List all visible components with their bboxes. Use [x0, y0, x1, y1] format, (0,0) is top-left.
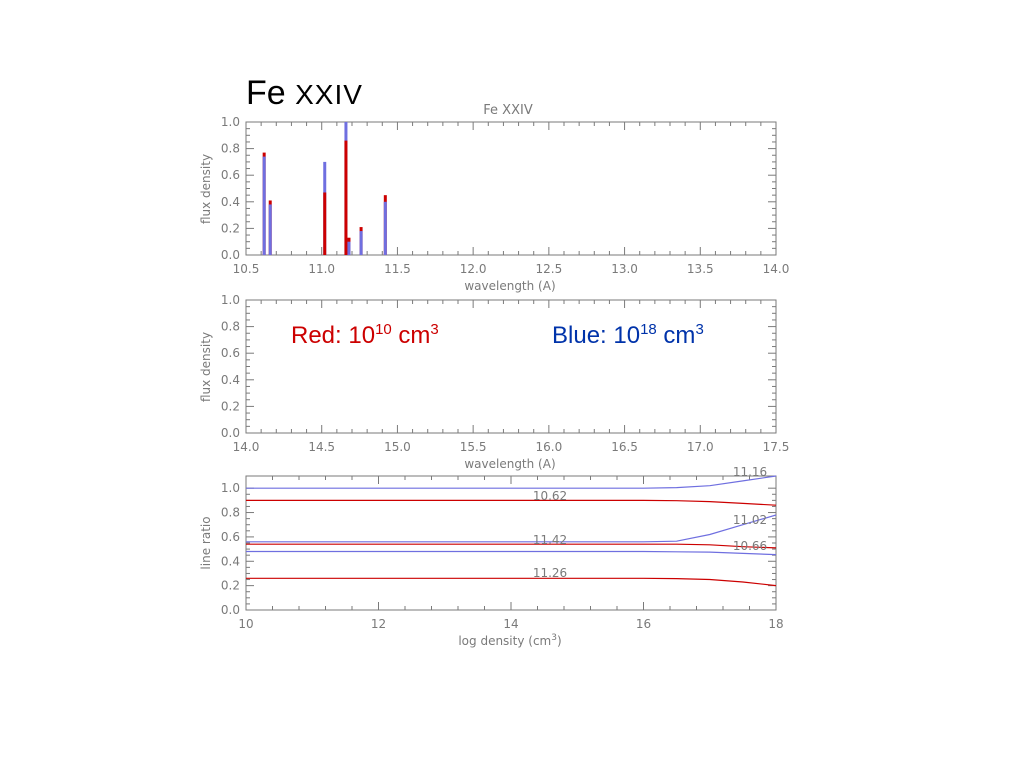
- x-ticks: 14.0 14.5 15.0 15.5 16.0 16.5 17.0 17.5: [233, 300, 790, 454]
- bar-blue: [347, 241, 351, 255]
- legend-red-exp: 10: [375, 321, 392, 338]
- line-ratio-panel: 0.0 0.2 0.4 0.6 0.8 1.0 10 12 14 16 18 11.16 10.62…: [199, 465, 784, 648]
- x-tick-label: 16: [636, 617, 651, 631]
- ratio-line-label: 11.16: [733, 465, 767, 479]
- y-tick-label: 0.6: [221, 346, 240, 360]
- x-tick-label: 10.5: [233, 262, 260, 276]
- ratio-line-red: [246, 543, 777, 549]
- y-tick-label: 0.4: [221, 554, 240, 568]
- x-tick-label: 12.5: [535, 262, 562, 276]
- bars: [262, 122, 387, 255]
- bar-red: [323, 192, 327, 255]
- x-tick-label: 12: [371, 617, 386, 631]
- x-tick-label: 11.0: [308, 262, 335, 276]
- ratio-line-label: 10.66: [733, 539, 767, 553]
- ratio-line-red: [246, 499, 777, 506]
- plot-frame: [245, 299, 777, 434]
- x-tick-label: 13.5: [687, 262, 714, 276]
- legend-blue-exp: 18: [640, 321, 657, 338]
- spectrum-panel-2: 0.00.20.40.60.81.0 14.0 14.5 15.0 15.5 16.0 1…: [199, 293, 789, 471]
- legend-blue: Blue: 1018 cm3: [552, 321, 704, 349]
- bar-blue: [383, 201, 387, 255]
- y-tick-label: 0.6: [221, 530, 240, 544]
- x-tick-label: 15.0: [384, 440, 411, 454]
- y-tick-label: 0.4: [221, 373, 240, 387]
- legend-red-unit: cm: [392, 322, 431, 349]
- x-axis-label: wavelength (A): [464, 457, 555, 471]
- y-tick-label: 0.8: [221, 142, 240, 156]
- slide-title-main: Fe: [246, 74, 296, 112]
- chart-title: Fe XXIV: [483, 103, 533, 118]
- legend-red-prefix: Red: 10: [291, 322, 375, 349]
- y-axis-label: flux density: [199, 332, 213, 402]
- ratio-line-label: 11.42: [533, 533, 567, 547]
- ratio-line-blue: [246, 514, 777, 543]
- plot-frame: [245, 475, 777, 611]
- x-tick-label: 17.5: [763, 440, 790, 454]
- ratio-line-blue: [246, 550, 777, 556]
- ratio-line-label: 11.02: [733, 513, 767, 527]
- legend-red: Red: 1010 cm3: [291, 321, 439, 349]
- x-ticks: 10.5 11.0 11.5 12.0 12.5 13.0 13.5 14.0: [233, 122, 790, 276]
- y-tick-label: 1.0: [221, 481, 240, 495]
- x-tick-label: 11.5: [384, 262, 411, 276]
- y-tick-label: 0.0: [221, 248, 240, 262]
- ratio-line-label: 10.62: [533, 489, 567, 503]
- y-tick-label: 0.0: [221, 426, 240, 440]
- x-tick-label: 14.0: [233, 440, 260, 454]
- ratio-line-label: 11.26: [533, 566, 567, 580]
- spectrum-panel-1: Fe XXIV 0.00.20.40.60.81.0 10.5 11.0 11.5 1…: [199, 103, 789, 293]
- y-ticks: 0.0 0.2 0.4 0.6 0.8 1.0: [221, 115, 776, 262]
- bar-blue: [359, 231, 363, 255]
- x-tick-label: 14.5: [308, 440, 335, 454]
- y-tick-label: 0.2: [221, 221, 240, 235]
- x-tick-label: 18: [768, 617, 783, 631]
- y-tick-label: 0.2: [221, 579, 240, 593]
- x-tick-label: 12.0: [460, 262, 487, 276]
- x-axis-label: wavelength (A): [464, 279, 555, 293]
- y-tick-label: 0.8: [221, 320, 240, 334]
- y-tick-label: 1.0: [221, 115, 240, 129]
- x-axis-label-sup: 3: [551, 633, 557, 643]
- y-ticks: 0.0 0.2 0.4 0.6 0.8 1.0: [221, 293, 776, 440]
- x-tick-label: 16.5: [611, 440, 638, 454]
- bar-blue: [268, 204, 272, 255]
- y-tick-label: 0.0: [221, 603, 240, 617]
- legend-blue-prefix: Blue: 10: [552, 322, 640, 349]
- x-tick-label: 10: [238, 617, 253, 631]
- legend-red-unit-exp: 3: [430, 321, 438, 338]
- y-axis-label: line ratio: [199, 516, 213, 569]
- x-tick-label: 14: [503, 617, 518, 631]
- x-tick-label: 14.0: [763, 262, 790, 276]
- x-tick-label: 17.0: [687, 440, 714, 454]
- x-axis-label: log density (cm3): [458, 633, 561, 648]
- y-tick-label: 0.6: [221, 168, 240, 182]
- legend-blue-unit-exp: 3: [695, 321, 703, 338]
- x-axis-label-text: log density (cm: [458, 634, 551, 648]
- slide-title: Fe XXIV: [246, 74, 363, 113]
- x-tick-label: 15.5: [460, 440, 487, 454]
- x-ticks: 10 12 14 16 18: [238, 476, 784, 631]
- y-tick-label: 0.2: [221, 399, 240, 413]
- y-ticks: 0.0 0.2 0.4 0.6 0.8 1.0: [221, 481, 776, 617]
- ratio-line-blue: [246, 475, 777, 489]
- ratio-line-red: [246, 577, 777, 587]
- legend-blue-unit: cm: [657, 322, 696, 349]
- x-tick-label: 13.0: [611, 262, 638, 276]
- x-tick-label: 16.0: [535, 440, 562, 454]
- ratio-lines: 11.16 10.62 11.02 11.42 10.66 11.26: [246, 465, 777, 587]
- y-tick-label: 0.4: [221, 195, 240, 209]
- y-axis-label: flux density: [199, 154, 213, 224]
- bar-red: [344, 140, 348, 255]
- y-tick-label: 0.8: [221, 506, 240, 520]
- slide-title-roman: XXIV: [295, 79, 363, 110]
- bar-blue: [262, 156, 266, 255]
- y-tick-label: 1.0: [221, 293, 240, 307]
- x-axis-label-end: ): [557, 634, 562, 648]
